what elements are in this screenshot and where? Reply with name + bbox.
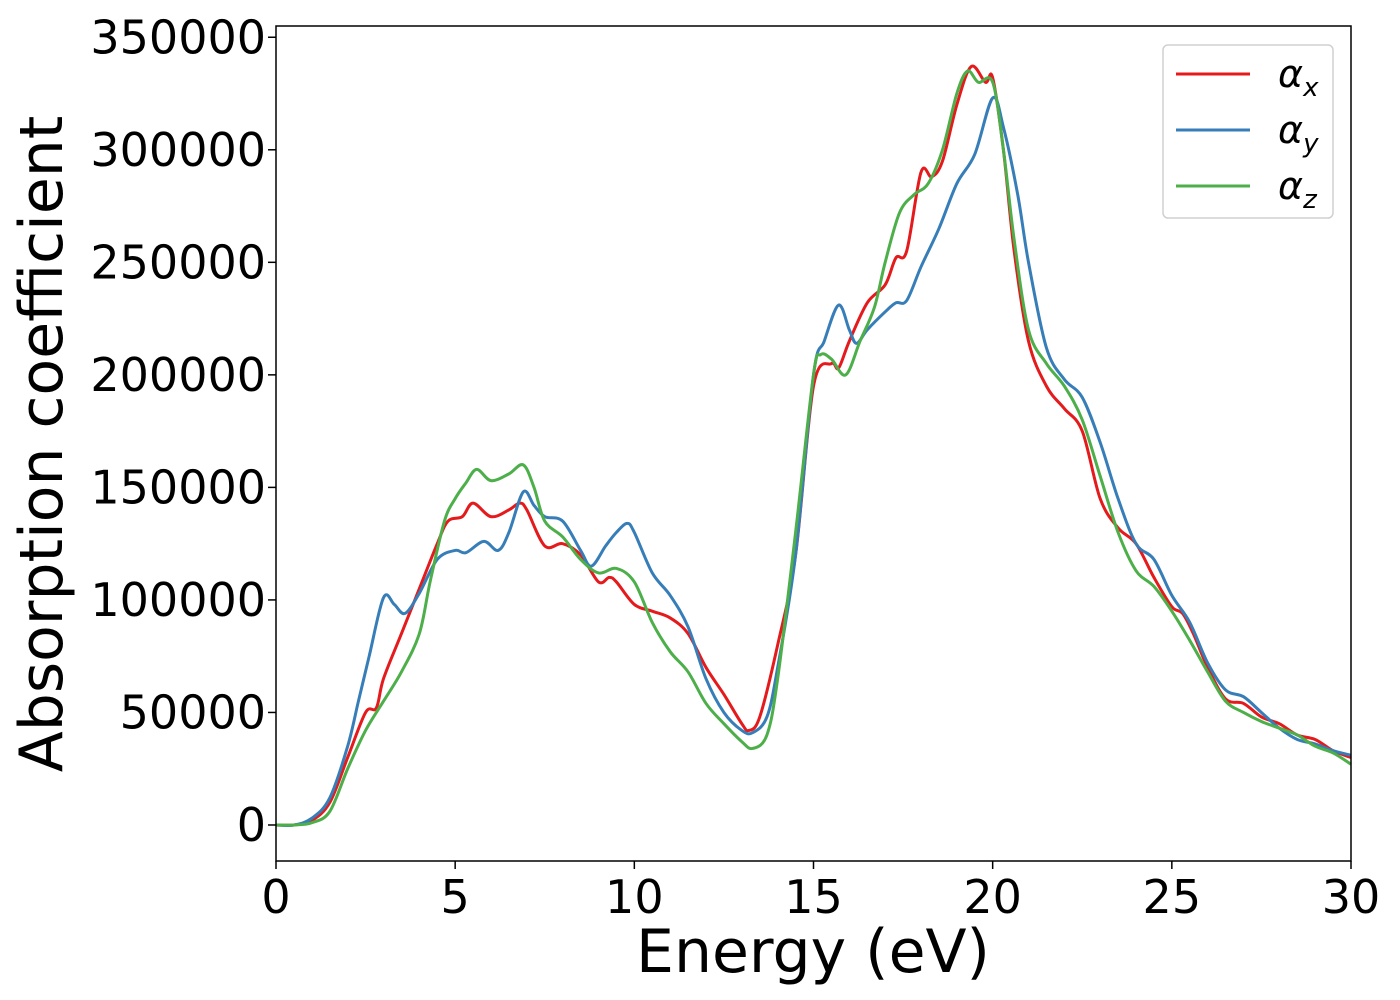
series-line-alpha-z [275,69,1352,827]
x-tick-label: 15 [784,870,843,924]
x-tick-label: 5 [441,870,470,924]
y-tick-label: 200000 [90,348,266,402]
series-line-alpha-x [275,64,1352,827]
y-axis-title: Absorption coefficient [7,116,77,773]
y-tick-label: 150000 [90,460,266,514]
x-tick-label: 0 [261,870,290,924]
legend-label-alpha-x: αx [1278,52,1319,103]
y-tick-label: 50000 [120,685,266,739]
y-tick-label: 100000 [90,573,266,627]
y-tick-label: 350000 [90,10,266,64]
y-axis-ticks: 0 50000 100000 150000 200000 250000 300000 3500… [90,10,276,852]
legend-label-alpha-z: αz [1278,164,1318,215]
y-tick-label: 300000 [90,123,266,177]
series-line-alpha-y [275,95,1352,827]
x-tick-label: 30 [1322,870,1381,924]
series-layer [275,64,1352,827]
legend-label-alpha-y: αy [1278,108,1319,159]
y-tick-label: 250000 [90,235,266,289]
x-tick-label: 10 [605,870,664,924]
x-axis-title: Energy (eV) [636,917,990,987]
y-tick-label: 0 [237,798,266,852]
x-tick-label: 25 [1143,870,1202,924]
x-tick-label: 20 [963,870,1022,924]
x-axis-ticks: 0 5 10 15 20 25 30 [261,861,1380,924]
